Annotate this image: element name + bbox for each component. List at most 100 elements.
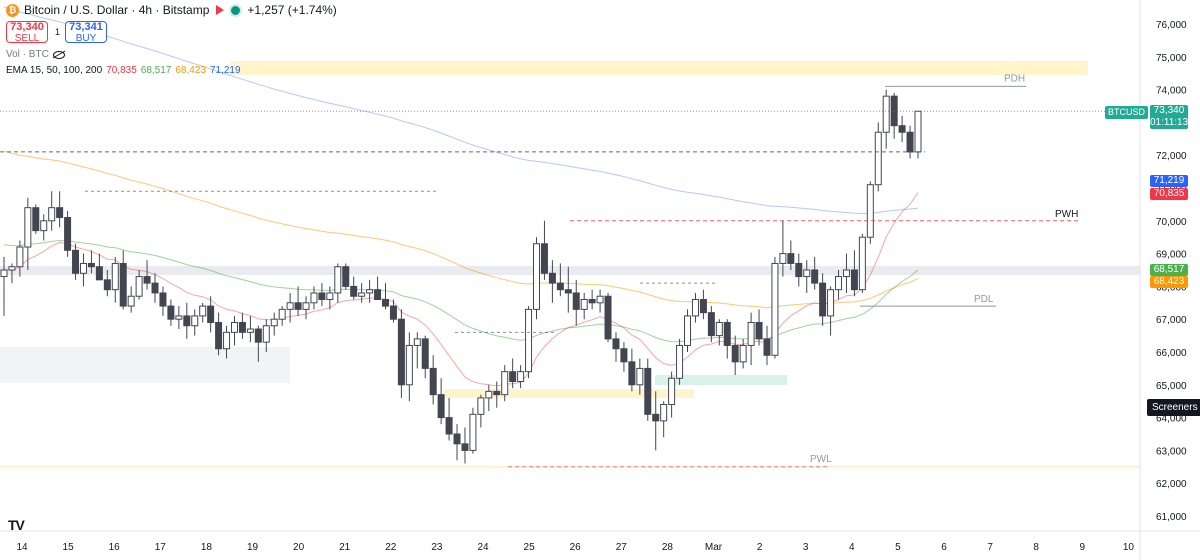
candle-body	[397, 318, 405, 386]
y-tick-label: 74,000	[1156, 86, 1187, 97]
sell-label: SELL	[14, 33, 40, 44]
candle-body	[119, 262, 127, 307]
candle-body	[111, 262, 119, 291]
candle-body	[898, 125, 906, 133]
y-tick-label: 61,000	[1156, 512, 1187, 523]
candle-body	[835, 276, 843, 291]
candle-body	[533, 243, 541, 310]
symbol-title[interactable]: Bitcoin / U.S. Dollar · 4h · Bitstamp	[24, 3, 210, 17]
sell-button[interactable]: 73,340 SELL	[6, 21, 48, 44]
candle-body	[40, 220, 48, 232]
candle-body	[381, 299, 389, 307]
ema200-tag: 71,219	[1150, 175, 1188, 187]
x-tick-label: 7	[987, 542, 993, 553]
y-tick-label: 70,000	[1156, 217, 1187, 228]
candle-body	[906, 131, 914, 153]
candle-body	[882, 95, 890, 133]
candle-body	[858, 236, 866, 291]
y-tick-label: 72,000	[1156, 151, 1187, 162]
buy-price: 73,341	[69, 21, 103, 33]
candle-body	[374, 289, 382, 301]
candle-body	[501, 371, 509, 396]
candle-body	[644, 367, 652, 415]
ema100-line	[3, 150, 919, 309]
candle-body	[914, 110, 922, 153]
x-tick-label: 20	[293, 542, 305, 553]
candle-body	[787, 253, 795, 264]
candle-body	[278, 308, 286, 320]
candle-body	[238, 321, 246, 333]
candle-body	[223, 331, 231, 350]
candle-body	[556, 282, 564, 291]
symbol-tag: BTCUSD	[1104, 106, 1148, 119]
candle-body	[437, 394, 445, 419]
candle-body	[525, 308, 533, 373]
bitcoin-icon: ₿	[6, 3, 19, 17]
candle-body	[350, 285, 358, 297]
candle-body	[763, 338, 771, 356]
candle-body	[636, 367, 644, 386]
ema50-value: 68,517	[140, 65, 172, 76]
candle-body	[175, 315, 183, 320]
candle-body	[691, 299, 699, 317]
candle-body	[16, 246, 24, 268]
x-tick-label: 6	[941, 542, 947, 553]
candle-body	[87, 262, 95, 268]
x-tick-label: Mar	[705, 542, 723, 553]
candle-body	[294, 302, 302, 310]
x-tick-label: 22	[385, 542, 397, 553]
candle-body	[572, 292, 580, 310]
candle-body	[79, 262, 87, 274]
candle-body	[660, 403, 668, 422]
volume-legend[interactable]: Vol · BTC	[6, 49, 65, 60]
y-tick-label: 64,000	[1156, 414, 1187, 425]
candle-body	[652, 413, 660, 422]
candle-body	[358, 292, 366, 297]
x-tick-label: 4	[849, 542, 855, 553]
candle-body	[747, 321, 755, 346]
x-tick-label: 10	[1123, 542, 1135, 553]
candle-body	[564, 289, 572, 294]
candle-body	[103, 279, 111, 291]
x-tick-label: 18	[201, 542, 213, 553]
candle-body	[326, 292, 334, 301]
candle-body	[676, 344, 684, 379]
candle-body	[246, 328, 254, 333]
candle-body	[199, 305, 207, 317]
candle-body	[318, 292, 326, 301]
candle-body	[803, 269, 811, 278]
candle-body	[151, 282, 159, 294]
candle-body	[8, 266, 16, 271]
flag-icon[interactable]	[216, 5, 225, 15]
candle-body	[620, 348, 628, 363]
screeners-button[interactable]: Screeners	[1147, 399, 1200, 416]
candle-body	[684, 315, 692, 346]
candle-body	[596, 295, 604, 304]
candle-body	[24, 207, 32, 248]
y-tick-label: 67,000	[1156, 315, 1187, 326]
candle-body	[819, 282, 827, 317]
ema-label: EMA 15, 50, 100, 200	[6, 65, 103, 76]
candle-body	[72, 249, 80, 274]
ema-legend[interactable]: EMA 15, 50, 100, 200 70,835 68,517 68,42…	[6, 65, 241, 76]
grey-zone-left	[0, 347, 290, 383]
yellow-zone-top	[230, 61, 1088, 75]
eye-hidden-icon[interactable]	[52, 50, 65, 59]
candle-body	[842, 269, 850, 278]
candle-body	[453, 433, 461, 445]
ema100-tag: 68,423	[1150, 276, 1188, 288]
candle-body	[215, 321, 223, 350]
candle-body	[469, 413, 477, 451]
y-tick-label: 65,000	[1156, 381, 1187, 392]
candle-body	[342, 266, 350, 287]
candle-body	[191, 315, 199, 327]
highlight-zones	[0, 61, 1140, 398]
pwh-label: PWH	[1055, 209, 1078, 220]
candle-body	[731, 344, 739, 363]
tradingview-logo[interactable]: TV	[8, 517, 25, 533]
buy-button[interactable]: 73,341 BUY	[65, 21, 107, 44]
candle-body	[286, 302, 294, 310]
x-tick-label: 2	[757, 542, 763, 553]
